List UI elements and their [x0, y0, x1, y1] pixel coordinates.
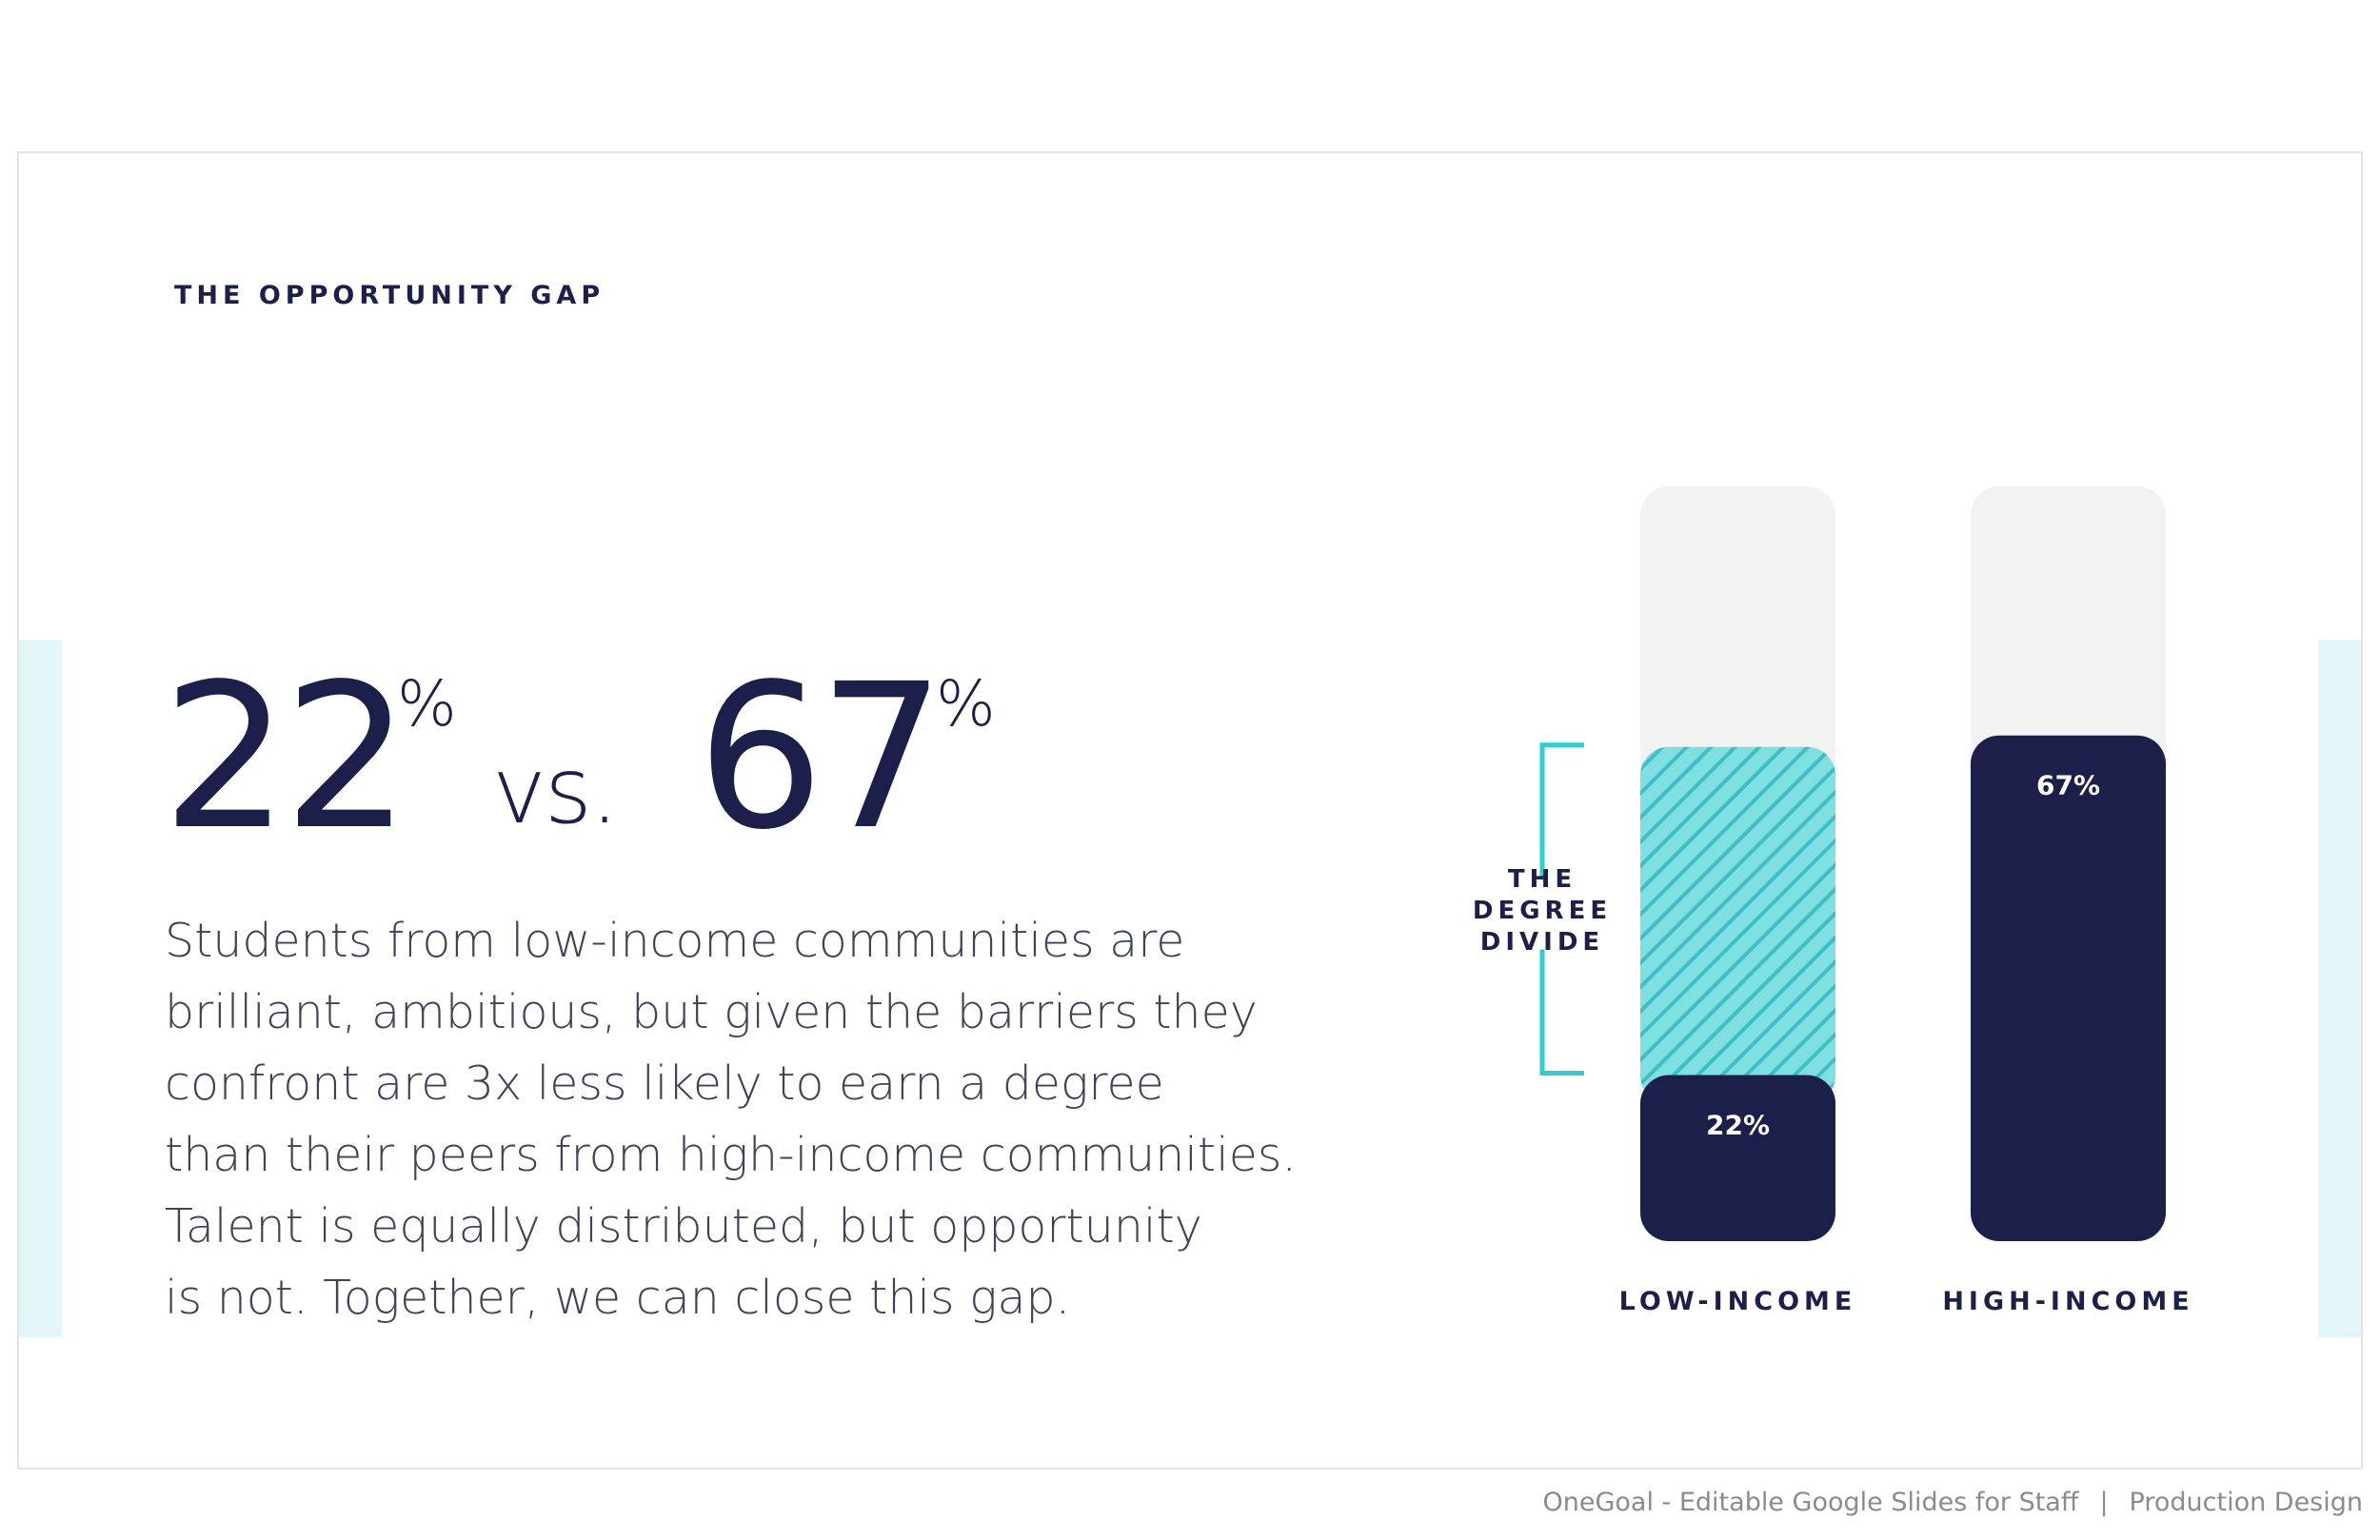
stat-low-value: 22 — [162, 641, 410, 874]
footer-deck-title: OneGoal - Editable Google Slides for Sta… — [1542, 1488, 2079, 1517]
degree-divide-bracket — [1539, 742, 1584, 1076]
slide-eyebrow: THE OPPORTUNITY GAP — [174, 281, 605, 310]
body-line: confront are 3x less likely to earn a de… — [165, 1056, 1164, 1111]
body-line: Students from low-income communities are — [165, 914, 1185, 968]
accent-band-left — [19, 640, 62, 1337]
footer-separator: | — [2099, 1488, 2109, 1517]
category-label-low-income: LOW-INCOME — [1619, 1287, 1857, 1316]
stat-vs: vs. — [492, 738, 619, 844]
footer: OneGoal - Editable Google Slides for Sta… — [1542, 1488, 2363, 1517]
bar-high-income — [1971, 735, 2166, 1241]
degree-divide-label: DIVIDE — [1480, 928, 1604, 957]
chart-svg: 22% 67% LOW-INCOME HIGH-INCOME THE DEGREE DIVI… — [1473, 486, 2190, 1316]
bar-low-income — [1640, 1075, 1835, 1241]
bar-value-label-low-income: 22% — [1706, 1110, 1770, 1141]
stat-low-unit: % — [397, 667, 457, 740]
degree-gap-chart: 22% 67% LOW-INCOME HIGH-INCOME THE DEGREE DIVI… — [1428, 325, 2285, 1316]
stat-high-value: 67 — [697, 641, 945, 874]
bar-value-label-high-income: 67% — [2036, 770, 2100, 801]
degree-divide-label: DEGREE — [1473, 897, 1612, 925]
degree-gap-hatch — [1640, 746, 1835, 1104]
accent-band-right — [2318, 640, 2361, 1337]
stat-high-unit: % — [936, 667, 996, 740]
body-line: is not. Together, we can close this gap. — [165, 1271, 1071, 1325]
body-line: than their peers from high-income commun… — [165, 1128, 1297, 1182]
body-line: brilliant, ambitious, but given the barr… — [165, 985, 1258, 1039]
body-paragraph: Students from low-income communities are… — [165, 905, 1297, 1333]
slide: THE OPPORTUNITY GAP 22 % vs. 67 % Studen… — [17, 151, 2363, 1470]
stat-comparison: 22 % vs. 67 % — [162, 658, 1114, 858]
degree-divide-label: THE — [1508, 865, 1577, 894]
body-line: Talent is equally distributed, but oppor… — [165, 1199, 1202, 1254]
footer-section: Production Design — [2129, 1488, 2363, 1517]
category-label-high-income: HIGH-INCOME — [1942, 1287, 2193, 1316]
